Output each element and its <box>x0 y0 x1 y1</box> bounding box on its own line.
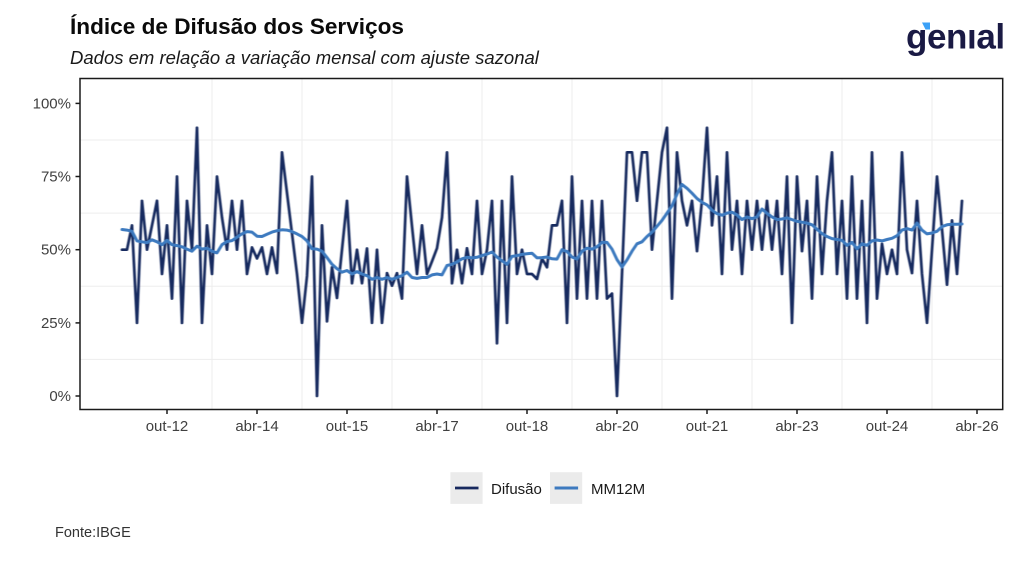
svg-text:abr-17: abr-17 <box>415 418 458 435</box>
svg-text:Dados em relação a variação me: Dados em relação a variação mensal com a… <box>70 47 540 68</box>
svg-text:out-15: out-15 <box>326 418 369 435</box>
svg-text:0%: 0% <box>49 388 71 405</box>
svg-text:Índice de Difusão dos Serviços: Índice de Difusão dos Serviços <box>70 14 404 39</box>
svg-text:abr-23: abr-23 <box>775 418 818 435</box>
svg-text:MM12M: MM12M <box>591 481 645 498</box>
svg-text:abr-14: abr-14 <box>235 418 278 435</box>
svg-text:out-24: out-24 <box>866 418 909 435</box>
svg-text:out-12: out-12 <box>146 418 189 435</box>
svg-text:Difusão: Difusão <box>491 481 542 498</box>
svg-text:50%: 50% <box>41 242 71 259</box>
svg-text:Fonte:IBGE: Fonte:IBGE <box>55 525 131 541</box>
svg-text:100%: 100% <box>33 95 71 112</box>
svg-text:75%: 75% <box>41 169 71 186</box>
svg-text:abr-20: abr-20 <box>595 418 638 435</box>
svg-text:out-21: out-21 <box>686 418 729 435</box>
svg-text:genıal: genıal <box>906 18 1005 57</box>
svg-text:25%: 25% <box>41 315 71 332</box>
svg-text:out-18: out-18 <box>506 418 549 435</box>
svg-text:abr-26: abr-26 <box>955 418 998 435</box>
